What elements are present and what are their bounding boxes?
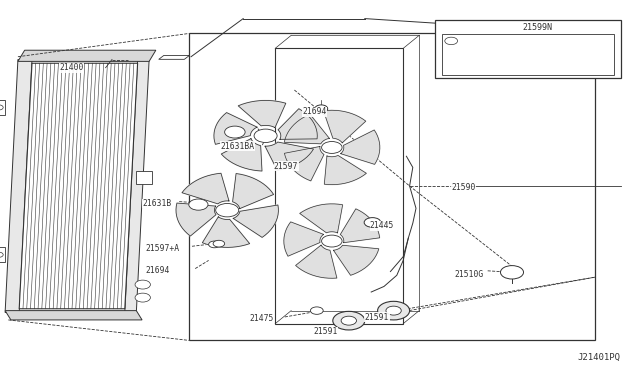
- Polygon shape: [5, 311, 142, 320]
- Circle shape: [135, 280, 150, 289]
- Text: 21631B: 21631B: [142, 199, 172, 208]
- Circle shape: [0, 252, 3, 257]
- Polygon shape: [324, 155, 366, 185]
- Text: J21401PQ: J21401PQ: [578, 353, 621, 362]
- Circle shape: [0, 105, 3, 110]
- Circle shape: [341, 316, 356, 325]
- Polygon shape: [340, 130, 380, 164]
- Polygon shape: [333, 245, 379, 275]
- Text: 21591: 21591: [365, 313, 389, 322]
- Circle shape: [378, 301, 410, 320]
- Text: 21597+A: 21597+A: [146, 244, 180, 253]
- Circle shape: [135, 293, 150, 302]
- Polygon shape: [176, 203, 216, 236]
- Bar: [435, 20, 621, 78]
- Circle shape: [500, 266, 524, 279]
- Polygon shape: [296, 245, 337, 278]
- Polygon shape: [182, 173, 229, 204]
- Polygon shape: [159, 55, 189, 60]
- Text: 21597: 21597: [274, 162, 298, 171]
- Circle shape: [333, 311, 365, 330]
- Polygon shape: [284, 114, 330, 144]
- Polygon shape: [284, 222, 323, 256]
- Bar: [442, 34, 614, 75]
- Text: 21590: 21590: [451, 183, 476, 192]
- Polygon shape: [202, 217, 250, 247]
- Circle shape: [445, 37, 458, 45]
- Polygon shape: [221, 139, 262, 171]
- Text: 21694: 21694: [146, 266, 170, 275]
- Polygon shape: [18, 50, 156, 61]
- Polygon shape: [233, 205, 278, 237]
- Polygon shape: [0, 100, 5, 115]
- Polygon shape: [136, 171, 152, 184]
- Polygon shape: [284, 147, 324, 181]
- Text: 21591: 21591: [314, 327, 338, 336]
- Circle shape: [189, 199, 208, 210]
- Polygon shape: [125, 60, 149, 312]
- Text: 21475: 21475: [250, 314, 274, 323]
- Circle shape: [209, 241, 220, 248]
- Circle shape: [386, 306, 401, 315]
- Polygon shape: [278, 109, 317, 140]
- Polygon shape: [19, 63, 138, 309]
- Text: 21510G: 21510G: [454, 270, 484, 279]
- Polygon shape: [340, 209, 380, 243]
- Circle shape: [254, 129, 277, 142]
- Bar: [189, 33, 595, 340]
- Circle shape: [321, 235, 342, 247]
- Circle shape: [364, 218, 381, 227]
- Text: 21599N: 21599N: [522, 23, 552, 32]
- Polygon shape: [265, 142, 314, 170]
- Polygon shape: [323, 110, 366, 143]
- Text: 21631BA: 21631BA: [221, 142, 255, 151]
- Polygon shape: [232, 174, 274, 209]
- Polygon shape: [214, 113, 257, 144]
- Polygon shape: [238, 100, 286, 128]
- Text: 21400: 21400: [60, 63, 84, 72]
- Circle shape: [310, 307, 323, 314]
- Circle shape: [216, 203, 239, 217]
- Polygon shape: [5, 60, 32, 312]
- Circle shape: [213, 240, 225, 247]
- Text: 21445: 21445: [370, 221, 394, 230]
- Polygon shape: [0, 247, 5, 262]
- Circle shape: [315, 105, 328, 112]
- Polygon shape: [300, 204, 342, 233]
- Circle shape: [321, 141, 342, 153]
- Text: 21694: 21694: [303, 107, 327, 116]
- Circle shape: [225, 126, 245, 138]
